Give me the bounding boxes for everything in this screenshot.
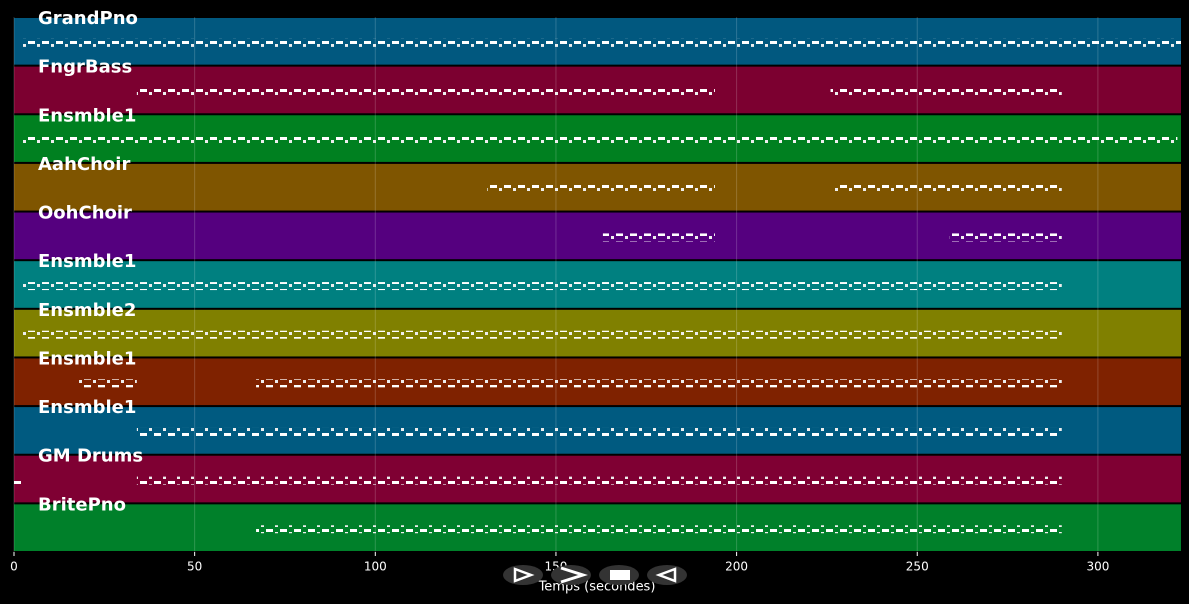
note-segment — [136, 476, 1062, 485]
x-tick-label: 250 — [906, 560, 929, 574]
note-segment — [21, 38, 1182, 47]
track-label: Ensmble1 — [38, 348, 136, 369]
track-label: GrandPno — [38, 8, 138, 29]
note-segment — [21, 282, 1062, 291]
track-label: Ensmble1 — [38, 105, 136, 126]
note-segment — [256, 379, 1062, 388]
stop-button[interactable] — [599, 565, 639, 585]
note-segment — [136, 87, 715, 96]
track-label: FngrBass — [38, 57, 132, 78]
note-segment — [834, 184, 1062, 193]
note-segment — [487, 184, 715, 193]
note-segment — [602, 233, 715, 242]
tracks — [14, 18, 1182, 551]
x-tick-label: 0 — [10, 560, 18, 574]
track-label: Ensmble1 — [38, 251, 136, 272]
track-label: AahChoir — [38, 154, 130, 175]
grid: 0 50 100 150 200 250 300 — [10, 17, 1109, 574]
play-button[interactable] — [503, 565, 543, 585]
x-axis-label: Temps (secondes) — [538, 580, 656, 595]
note-segment — [14, 476, 22, 485]
rewind-button[interactable] — [647, 565, 687, 585]
forward-button[interactable] — [551, 565, 591, 585]
x-tick-label: 200 — [725, 560, 748, 574]
note-segment — [21, 330, 1062, 339]
labels: GrandPno FngrBass Ensmble1 AahChoir OohChoir… — [38, 8, 143, 515]
note-segment — [830, 87, 1062, 96]
track-label: GM Drums — [38, 446, 143, 467]
track-label: Ensmble2 — [38, 300, 136, 321]
note-segment — [949, 233, 1062, 242]
x-tick-label: 100 — [364, 560, 387, 574]
note-segment — [256, 525, 1062, 534]
track-label: OohChoir — [38, 203, 132, 224]
track-label: Ensmble1 — [38, 397, 136, 418]
note-segment — [21, 136, 1178, 145]
note-segment — [79, 379, 137, 388]
x-tick-label: 300 — [1086, 560, 1109, 574]
track-label: BritePno — [38, 494, 126, 515]
playback-controls — [503, 565, 687, 585]
x-tick-label: 50 — [187, 560, 202, 574]
note-segment — [136, 427, 1062, 436]
